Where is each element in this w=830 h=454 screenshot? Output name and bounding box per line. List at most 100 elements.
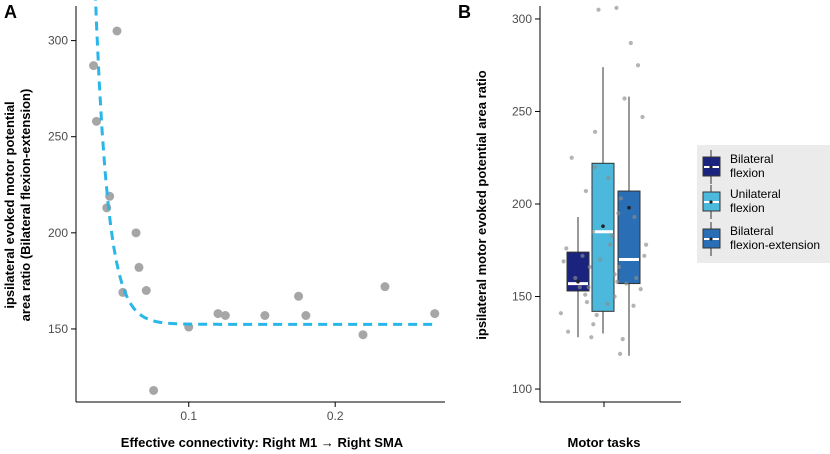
box-iqr [617,190,641,285]
panel-b-jitter-point [577,285,582,290]
panel-a-scatter: A 150 200 250 300 0.1 0.2 Effective connecti… [2,0,445,450]
panel-a-y-title-line1: ipsilateral evoked motor potential [2,101,17,308]
panel-a-data-point [141,286,151,296]
panel-a-data-point [213,309,223,319]
panel-b-jitter-point [624,281,629,286]
panel-a-x-tick-label: 0.2 [327,409,344,423]
panel-b-jitter-point [642,253,647,258]
panel-a-label: A [4,2,17,22]
legend-label-line2: flexion [730,166,765,180]
box-iqr [591,162,615,312]
panel-b-jitter-point [616,211,621,216]
panel-b-jitter-point [634,275,639,281]
panel-b-y-title: ipsilateral motor evoked potential area … [474,70,489,340]
panel-b-jitter-point [615,279,620,284]
panel-b-jitter-point [558,311,564,316]
panel-a-data-point [380,282,390,292]
panel-b-boxplot: B 100 150 200 250 300 Motor tasks ipsilatera… [458,2,830,450]
panel-b-y-tick-label: 200 [512,197,532,211]
panel-a-data-point [89,61,99,71]
panel-b-y-tick-label: 250 [512,104,532,118]
legend-label-line1: Unilateral [730,187,781,201]
panel-b-jitter-point [631,303,636,308]
panel-b-jitter-point [593,129,598,134]
legend-label-line1: Bilateral [730,152,773,166]
box-group-1 [566,216,590,338]
panel-a-data-point [112,26,122,36]
legend-label-line2: flexion [730,201,765,215]
panel-a-data-point [358,330,368,340]
panel-b-jitter-point [608,242,613,247]
panel-a-data-point [260,310,270,320]
panel-b-jitter-point [620,336,625,342]
box-mean-point [576,279,580,284]
panel-b-jitter-point [635,63,641,68]
panel-a-x-title: Effective connectivity: Right M1 → Right… [121,435,404,450]
panel-b-jitter-point [638,287,643,292]
panel-b-jitter-point [573,275,578,281]
panel-a-y-tick-label: 200 [48,226,68,240]
panel-a-data-point [430,309,440,319]
legend-key-mean [709,200,713,204]
panel-b-jitter-point [632,214,637,220]
box-mean-point [601,224,605,229]
panel-a-data-point [92,116,101,126]
panel-a-data-point [294,291,304,301]
panel-b-jitter-point [622,96,627,101]
panel-b-jitter-point [591,229,596,234]
panel-a-y-tick-label: 250 [48,130,68,144]
panel-b-jitter-point [583,292,588,297]
box-group-3 [617,96,641,356]
box-iqr [566,251,590,292]
legend-label-line2: flexion-extension [730,238,820,252]
panel-b-y-tick-label: 300 [512,12,532,26]
panel-b-jitter-point [618,351,623,356]
panel-b-jitter-point [606,175,611,181]
panel-b-jitter-point [614,5,619,10]
panel-b-jitter-point [580,253,585,258]
panel-b-x-title: Motor tasks [568,435,641,450]
panel-b-y-tick-label: 150 [512,290,532,304]
panel-a-data-point [134,262,144,272]
panel-b-jitter-point [617,264,622,270]
panel-b-jitter-point [587,264,592,270]
panel-b-label: B [458,2,471,22]
panel-b-jitter-point [640,114,645,120]
panel-a-x-tick-label: 0.1 [180,409,197,423]
panel-b-jitter-point [566,329,571,334]
panel-b-jitter-point [612,294,617,299]
panel-b-jitter-point [612,272,617,277]
panel-b-jitter-point [584,299,590,305]
panel-b-jitter-point [589,335,594,340]
legend-label-line1: Bilateral [730,224,773,238]
panel-a-data-point [131,228,141,238]
panel-b-jitter-point [586,285,591,290]
panel-b-jitter-point [598,257,603,262]
panel-a-y-title-line2: area ratio (Bilateral flexion-extension) [18,89,33,322]
panel-b-jitter-point [583,188,589,194]
legend-key-mean [709,237,713,241]
legend-key-mean [709,165,713,169]
panel-b-jitter-point [596,7,601,12]
panel-a-y-tick-label: 300 [48,34,68,48]
panel-b-jitter-point [569,155,574,160]
panel-b-jitter-point [628,40,633,46]
panel-b-jitter-point [605,301,610,307]
panel-a-fit-curve [94,0,438,326]
panel-a-y-tick-label: 150 [48,322,68,336]
panel-a-data-point [301,310,311,320]
panel-b-jitter-point [561,259,566,264]
legend: BilateralflexionUnilateralflexionBilater… [697,145,830,263]
box-mean-point [627,205,631,210]
panel-b-jitter-point [609,233,615,238]
panel-b-jitter-point [618,196,624,201]
panel-b-y-tick-label: 100 [512,382,532,396]
panel-b-jitter-point [644,242,649,247]
panel-b-jitter-point [591,322,596,327]
box-group-2 [591,67,615,334]
panel-a-data-point [149,385,159,395]
